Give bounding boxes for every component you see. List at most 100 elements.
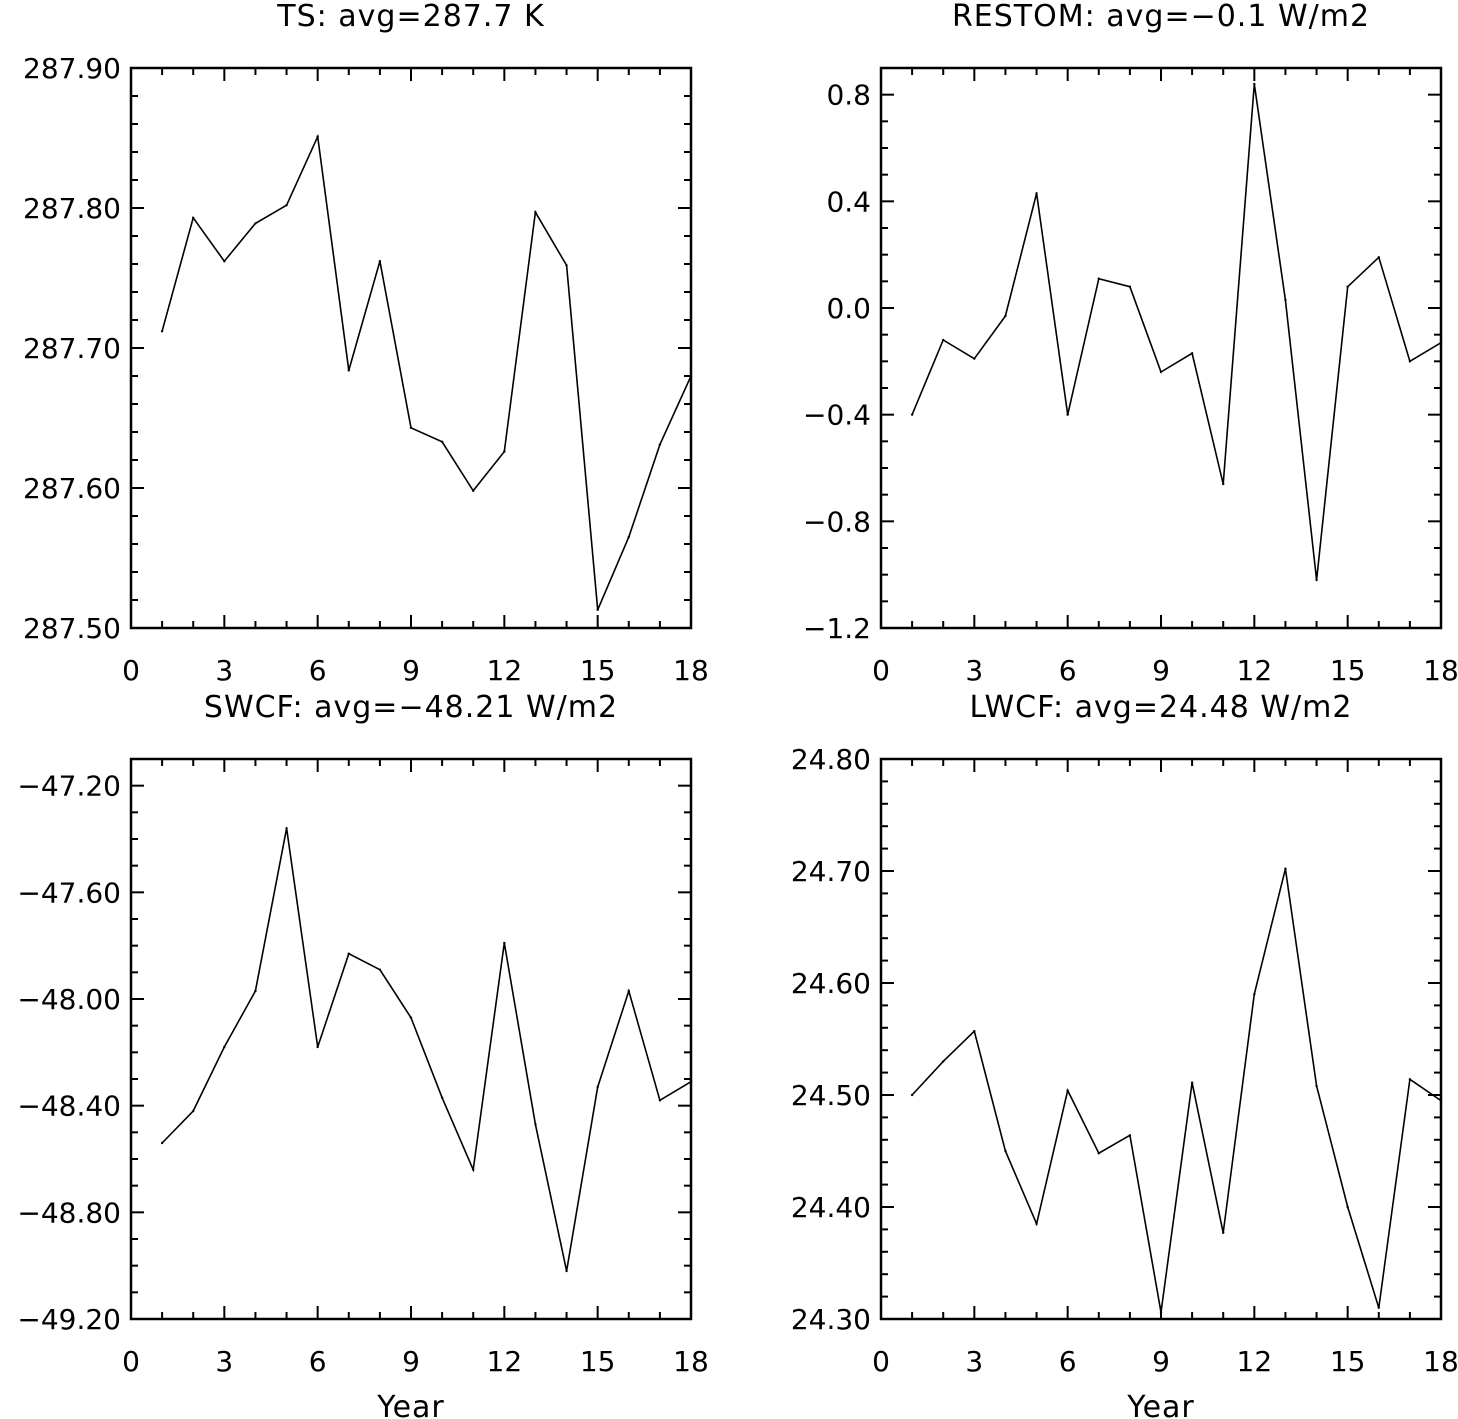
plot-frame [879,66,1443,630]
data-point [223,1045,226,1049]
data-point [254,222,257,225]
data-point [942,1060,945,1063]
x-tick-label: 9 [402,654,420,687]
data-point [1190,352,1194,355]
y-tick-label: 24.40 [791,1191,871,1224]
series-line [911,868,1442,1313]
data-point [627,989,630,993]
data-point [254,989,257,993]
x-tick-label: 3 [965,654,983,687]
data-point [973,1029,976,1033]
chart-panel-3: SWCF: avg=−48.21 W/m2 0 3 6 9 12 15 18 −49.20 −48… [17,690,708,1419]
x-tick-label: 18 [673,1345,709,1378]
data-point [1004,314,1007,318]
data-point [192,1109,195,1113]
data-point [1004,1149,1007,1153]
data-point [1097,1152,1100,1155]
x-tick-label: 12 [487,654,523,687]
data-point [503,941,506,945]
chart-title: SWCF: avg=−48.21 W/m2 [204,690,618,725]
data-point [440,440,444,443]
x-tick-label: 3 [965,1345,983,1378]
y-tick-label: 24.60 [791,967,871,1000]
y-tick-label: −48.40 [17,1090,121,1123]
chart-panel-2: RESTOM: avg=−0.1 W/m2 0 3 6 9 12 15 18 −1.2 −0.8 −… [803,0,1458,687]
x-tick-label: 18 [673,654,709,687]
x-tick-label: 6 [309,654,327,687]
x-tick-label: 18 [1423,654,1458,687]
y-tick-label: 287.70 [23,332,121,365]
data-point [1377,256,1380,259]
x-tick-label: 0 [122,1345,140,1378]
x-tick-label: 0 [872,654,890,687]
x-tick-label: 15 [1330,654,1366,687]
data-point [1222,1231,1225,1234]
data-point [223,260,226,263]
data-point [1377,1306,1380,1310]
x-tick-label: 6 [1059,1345,1077,1378]
x-tick-label: 18 [1423,1345,1458,1378]
x-tick-label: 6 [309,1345,327,1378]
data-point [192,216,195,219]
x-tick-label: 3 [215,654,233,687]
data-point [565,1269,568,1273]
data-point [942,338,945,342]
data-point [1066,1089,1069,1092]
y-tick-label: 0.8 [826,79,871,112]
data-point [1346,285,1349,288]
data-point [378,968,382,971]
y-tick-label: −48.00 [17,983,121,1016]
plot-frame [129,66,693,630]
y-tick-label: 287.80 [23,192,121,225]
x-tick-label: 12 [487,1345,523,1378]
data-point [1159,370,1163,374]
data-point [1097,277,1100,280]
data-point [1035,192,1038,195]
data-point [1159,1311,1163,1314]
data-point [1439,1099,1443,1102]
plot-frame [129,757,693,1321]
data-point [534,211,537,214]
x-tick-label: 15 [580,654,616,687]
data-point [472,1168,475,1171]
data-point [689,374,693,378]
data-point [658,443,662,446]
data-point [316,135,319,138]
y-tick-label: 287.90 [23,52,121,85]
y-tick-label: 0.0 [826,292,871,325]
x-tick-label: 15 [580,1345,616,1378]
data-point [1315,578,1318,582]
data-point [689,1080,693,1083]
data-point [347,952,350,955]
y-tick-label: −47.60 [17,876,121,909]
y-tick-label: −47.20 [17,770,121,803]
data-point [1408,1078,1412,1081]
data-point [1035,1222,1038,1226]
data-point [1190,1081,1194,1084]
data-point [1284,867,1287,870]
data-point [1346,1205,1349,1209]
y-tick-label: 0.4 [826,185,871,218]
data-point [160,1141,164,1145]
x-tick-label: 15 [1330,1345,1366,1378]
y-tick-label: 287.60 [23,472,121,505]
x-axis-label: Year [1126,1390,1195,1419]
y-tick-label: 24.70 [791,855,871,888]
data-point [1128,285,1132,288]
x-tick-label: 9 [1152,1345,1170,1378]
data-point [1439,341,1443,344]
data-point [910,1093,914,1097]
data-point [347,369,350,372]
data-point [409,1016,413,1019]
x-tick-label: 12 [1237,1345,1273,1378]
data-point [1408,360,1412,363]
data-point [1284,298,1287,302]
data-point [1066,413,1069,416]
chart-panel-1: TS: avg=287.7 K 0 3 6 9 12 15 18 287.50 287.60 287… [23,0,709,687]
data-point [596,1085,599,1089]
data-point [565,264,568,267]
data-point [1253,993,1256,996]
data-point [1315,1084,1318,1088]
x-tick-label: 12 [1237,654,1273,687]
